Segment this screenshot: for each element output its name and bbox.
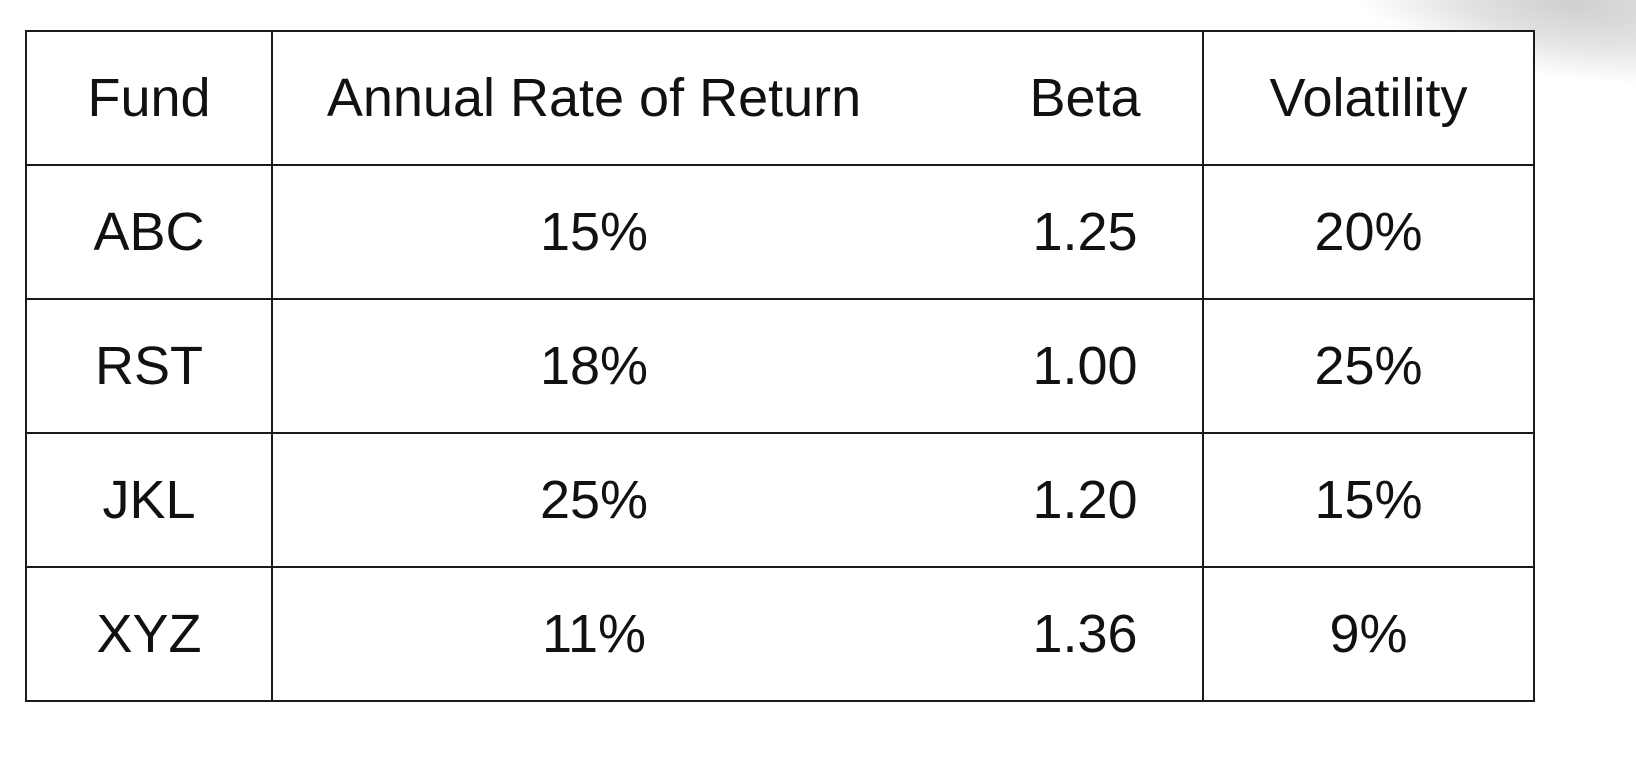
cell-beta: 1.20 xyxy=(1032,470,1138,530)
cell-rate-beta: 15% 1.25 xyxy=(271,164,1204,300)
cell-beta: 1.25 xyxy=(1032,202,1138,262)
cell-volatility: 25% xyxy=(1202,298,1535,434)
cell-rate: 15% xyxy=(539,202,649,262)
cell-beta: 1.00 xyxy=(1032,336,1138,396)
cell-volatility: 15% xyxy=(1202,432,1535,568)
header-beta: Beta xyxy=(1029,68,1141,128)
cell-rate: 25% xyxy=(539,470,649,530)
header-volatility: Volatility xyxy=(1202,30,1535,166)
table-row: XYZ 11% 1.36 9% xyxy=(25,566,1535,702)
cell-rate: 18% xyxy=(539,336,649,396)
cell-volatility: 9% xyxy=(1202,566,1535,702)
cell-rate-beta: 25% 1.20 xyxy=(271,432,1204,568)
cell-volatility: 20% xyxy=(1202,164,1535,300)
cell-beta: 1.36 xyxy=(1032,604,1138,664)
header-annual-rate: Annual Rate of Return xyxy=(326,68,862,128)
cell-fund: ABC xyxy=(25,164,273,300)
cell-fund: JKL xyxy=(25,432,273,568)
cell-rate: 11% xyxy=(541,604,647,664)
table-row: JKL 25% 1.20 15% xyxy=(25,432,1535,568)
cell-fund: XYZ xyxy=(25,566,273,702)
header-rate-beta: Annual Rate of Return Beta xyxy=(271,30,1204,166)
table-row: RST 18% 1.00 25% xyxy=(25,298,1535,434)
table-row: ABC 15% 1.25 20% xyxy=(25,164,1535,300)
table-header-row: Fund Annual Rate of Return Beta Volatili… xyxy=(25,30,1535,166)
header-fund: Fund xyxy=(25,30,273,166)
fund-table: Fund Annual Rate of Return Beta Volatili… xyxy=(25,30,1535,702)
cell-rate-beta: 18% 1.00 xyxy=(271,298,1204,434)
cell-fund: RST xyxy=(25,298,273,434)
cell-rate-beta: 11% 1.36 xyxy=(271,566,1204,702)
